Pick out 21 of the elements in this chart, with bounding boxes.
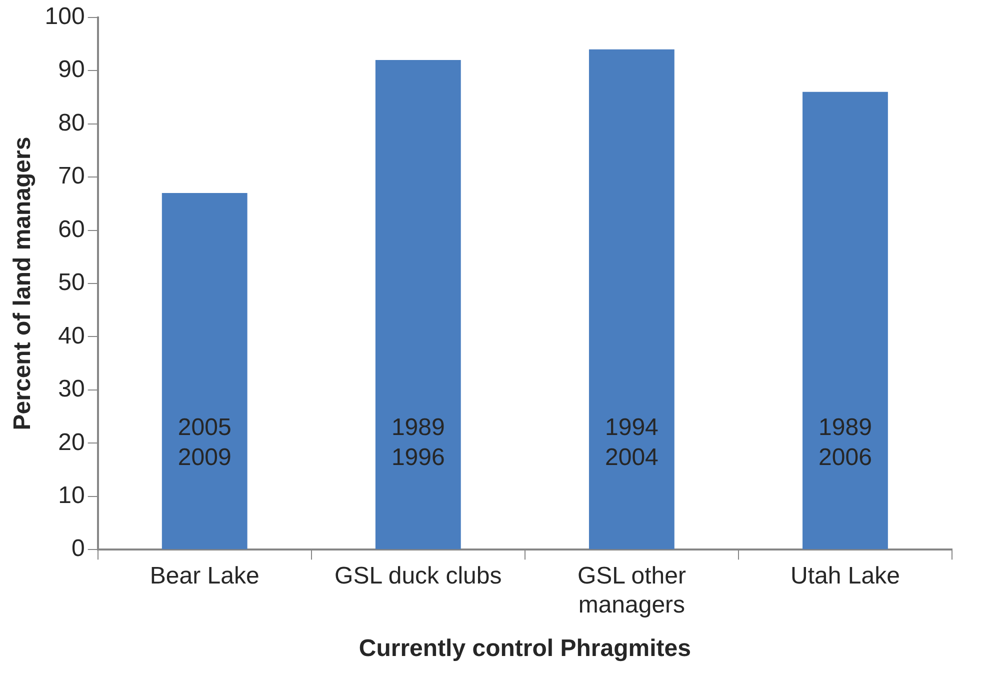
- y-tick-label: 10: [58, 482, 85, 510]
- annotation: 2005 2009: [178, 414, 232, 471]
- x-tick-label: GSL duck clubs: [334, 562, 502, 590]
- x-axis-title: Currently control Phragmites: [358, 635, 691, 662]
- y-tick-label: 40: [58, 322, 85, 350]
- x-tick-label: GSL other managers: [577, 562, 686, 618]
- y-tick-label: 30: [58, 376, 85, 403]
- y-tick-label: 60: [58, 216, 85, 243]
- x-tick-label: Bear Lake: [150, 562, 260, 590]
- annotation: 1994 2004: [604, 414, 658, 471]
- y-tick-label: 90: [58, 56, 85, 84]
- y-tick-label: 50: [58, 269, 85, 296]
- y-axis-title: Percent of land managers: [9, 136, 36, 430]
- y-tick-label: 0: [71, 535, 85, 562]
- y-tick-label: 80: [58, 109, 85, 136]
- annotation: 1989 2006: [818, 414, 872, 471]
- y-tick-label: 100: [44, 3, 85, 30]
- y-tick-label: 20: [58, 428, 85, 456]
- x-tick-label: Utah Lake: [790, 562, 900, 590]
- annotation: 1989 1996: [391, 414, 445, 471]
- y-tick-label: 70: [58, 162, 85, 190]
